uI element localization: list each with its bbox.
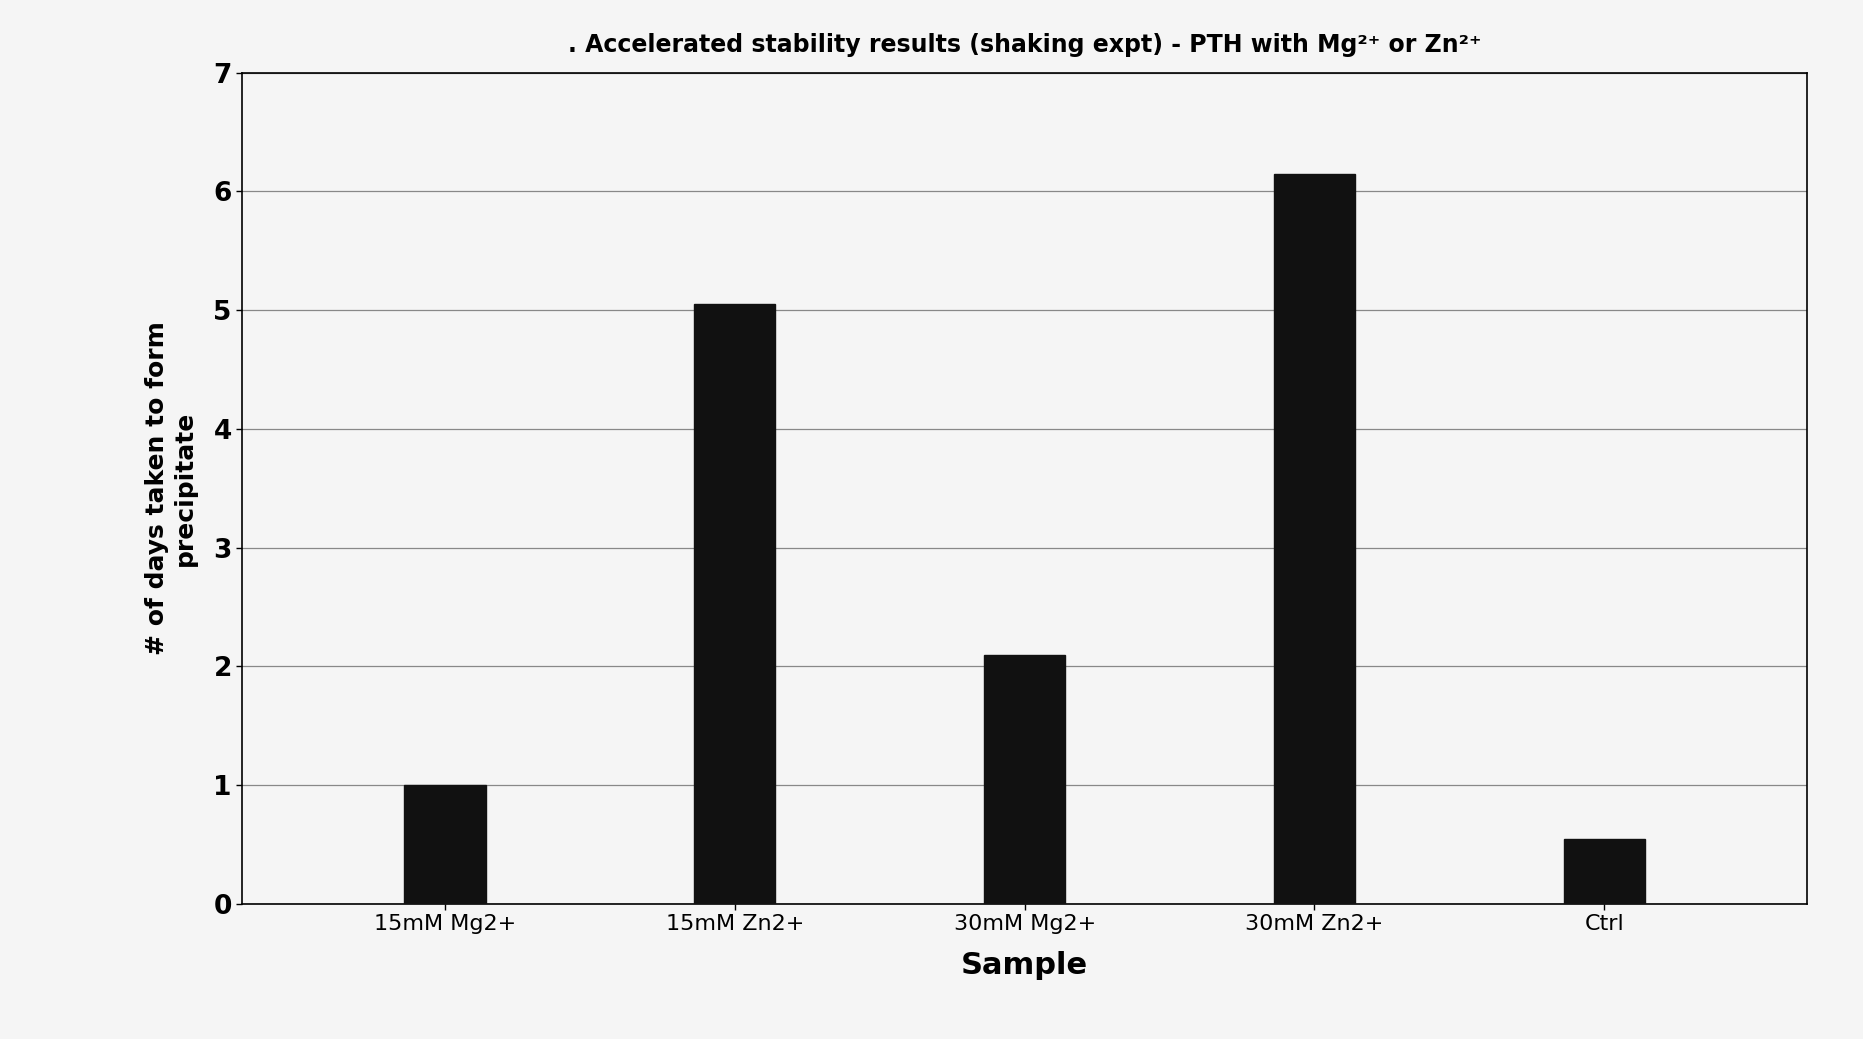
Title: . Accelerated stability results (shaking expt) - PTH with Mg²⁺ or Zn²⁺: . Accelerated stability results (shaking… <box>568 33 1481 57</box>
X-axis label: Sample: Sample <box>961 951 1088 980</box>
Bar <box>1274 174 1354 904</box>
Bar <box>984 655 1066 904</box>
Y-axis label: # of days taken to form
precipitate: # of days taken to form precipitate <box>145 321 197 656</box>
Bar <box>1563 838 1645 904</box>
Bar <box>695 304 775 904</box>
Bar <box>404 785 486 904</box>
